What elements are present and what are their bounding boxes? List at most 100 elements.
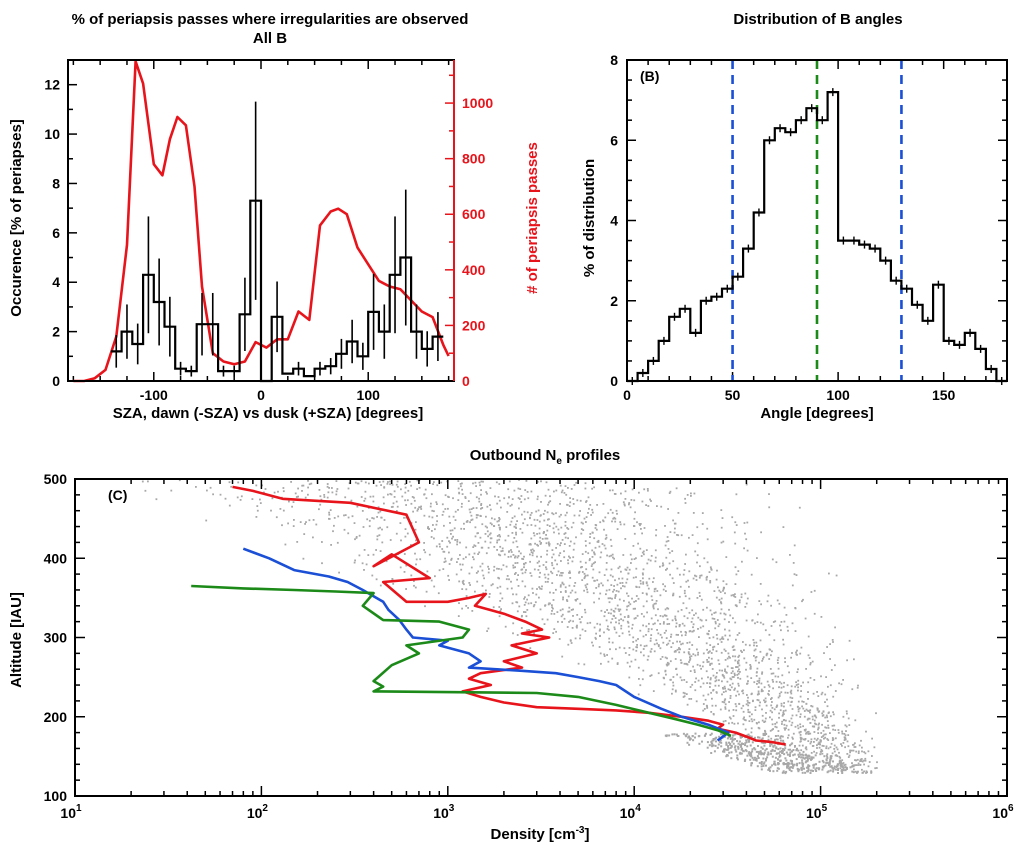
scatter-point xyxy=(786,765,789,768)
scatter-point xyxy=(629,665,631,668)
scatter-point xyxy=(674,527,676,530)
scatter-point xyxy=(789,696,792,699)
scatter-point xyxy=(512,622,515,625)
scatter-point xyxy=(566,511,568,514)
scatter-point xyxy=(776,767,779,770)
scatter-point xyxy=(676,534,678,536)
scatter-point xyxy=(691,735,694,738)
scatter-point xyxy=(656,590,659,592)
scatter-point xyxy=(603,574,606,576)
panel-c-xtick-label: 102 xyxy=(247,803,269,821)
scatter-point xyxy=(688,570,691,573)
scatter-point xyxy=(524,596,526,599)
scatter-point xyxy=(803,715,806,718)
scatter-point xyxy=(493,525,496,527)
scatter-point xyxy=(760,741,763,744)
scatter-point xyxy=(700,619,703,622)
scatter-point xyxy=(368,519,371,522)
scatter-point xyxy=(827,747,830,750)
scatter-point xyxy=(669,573,671,576)
scatter-point xyxy=(755,759,758,762)
scatter-point xyxy=(824,701,826,703)
scatter-point xyxy=(737,745,740,748)
scatter-point xyxy=(681,622,684,625)
scatter-point xyxy=(734,674,736,677)
panel-a-y2tick-label: 800 xyxy=(462,151,486,167)
scatter-point xyxy=(259,502,262,504)
scatter-point xyxy=(715,578,718,581)
scatter-point xyxy=(709,644,712,646)
scatter-point xyxy=(820,693,823,696)
scatter-point xyxy=(666,657,668,660)
scatter-point xyxy=(609,508,612,511)
scatter-point xyxy=(564,591,567,593)
scatter-point xyxy=(677,512,680,514)
scatter-point xyxy=(787,748,790,751)
scatter-point xyxy=(630,499,633,501)
scatter-point xyxy=(411,496,414,498)
scatter-point xyxy=(700,667,702,670)
scatter-point xyxy=(543,531,545,533)
scatter-point xyxy=(847,717,850,720)
scatter-point xyxy=(875,767,878,769)
scatter-point xyxy=(343,528,346,531)
scatter-point xyxy=(531,554,534,557)
scatter-point xyxy=(580,532,583,535)
scatter-point xyxy=(530,490,533,493)
scatter-point xyxy=(634,607,636,610)
scatter-point xyxy=(475,496,478,499)
scatter-point xyxy=(718,623,721,626)
scatter-point xyxy=(603,653,606,656)
scatter-point xyxy=(547,541,550,544)
scatter-point xyxy=(228,481,231,484)
scatter-point xyxy=(585,521,587,523)
scatter-point xyxy=(480,480,483,483)
scatter-point xyxy=(814,715,817,718)
scatter-point xyxy=(580,566,582,569)
scatter-point xyxy=(743,522,746,524)
scatter-point xyxy=(291,505,293,508)
scatter-point xyxy=(467,500,470,502)
scatter-point xyxy=(530,524,533,526)
scatter-point xyxy=(560,591,562,593)
scatter-point xyxy=(545,542,548,545)
scatter-point xyxy=(536,543,538,546)
scatter-point xyxy=(595,587,598,589)
scatter-point xyxy=(498,518,501,521)
scatter-point xyxy=(461,493,464,495)
scatter-point xyxy=(469,511,472,514)
scatter-point xyxy=(810,756,813,759)
scatter-point xyxy=(836,748,839,751)
scatter-point xyxy=(652,581,654,583)
scatter-point xyxy=(819,740,822,743)
scatter-point xyxy=(770,737,773,740)
scatter-point xyxy=(512,564,515,567)
scatter-point xyxy=(753,644,755,647)
scatter-point xyxy=(415,563,417,566)
scatter-point xyxy=(559,585,562,588)
scatter-point xyxy=(794,745,796,747)
scatter-point xyxy=(405,504,407,506)
scatter-point xyxy=(619,582,622,584)
scatter-point xyxy=(776,659,779,662)
scatter-point xyxy=(712,636,715,639)
scatter-point xyxy=(470,519,473,521)
scatter-point xyxy=(729,737,732,740)
scatter-point xyxy=(842,679,844,681)
scatter-point xyxy=(337,515,340,518)
scatter-point xyxy=(587,496,590,499)
scatter-point xyxy=(237,481,240,484)
scatter-point xyxy=(723,701,726,704)
scatter-point xyxy=(819,753,822,756)
scatter-point xyxy=(549,591,551,594)
scatter-point xyxy=(579,637,581,640)
scatter-point xyxy=(538,540,541,543)
scatter-point xyxy=(470,514,473,517)
scatter-point xyxy=(516,634,519,636)
scatter-point xyxy=(690,495,692,497)
scatter-point xyxy=(599,521,602,524)
scatter-point xyxy=(530,537,533,540)
scatter-point xyxy=(353,522,356,524)
scatter-point xyxy=(714,620,717,623)
scatter-point xyxy=(666,664,669,667)
